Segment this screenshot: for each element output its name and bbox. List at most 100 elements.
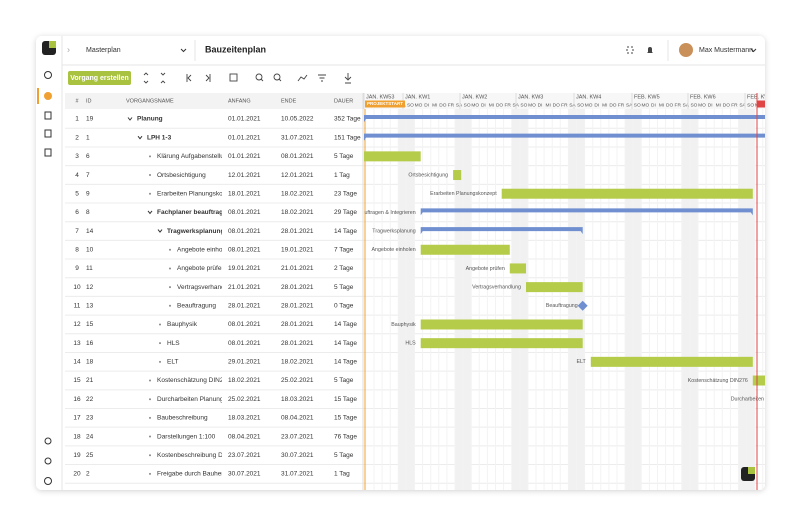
task-bar xyxy=(420,338,583,349)
row-id: 25 xyxy=(86,452,94,459)
start-date: 08.01.2021 xyxy=(228,228,261,235)
milestone xyxy=(577,300,588,311)
duration: 2 Tage xyxy=(334,265,354,272)
end-date: 18.02.2021 xyxy=(281,209,314,216)
table-header xyxy=(65,93,363,109)
task-name: Freigabe durch Bauherr xyxy=(157,471,226,478)
row-id: 22 xyxy=(86,396,94,403)
task-name: Beauftragung xyxy=(177,303,216,310)
task-bar xyxy=(453,170,462,181)
task-bar xyxy=(420,244,510,255)
bullet xyxy=(159,360,161,363)
project-select[interactable]: Masterplan xyxy=(86,47,121,54)
end-date: 18.02.2021 xyxy=(281,359,314,366)
user-name[interactable]: Max Mustermann xyxy=(699,47,753,54)
bar-label: Kostenschätzung DIN276 xyxy=(688,378,748,384)
bullet xyxy=(169,248,171,251)
duration: 14 Tage xyxy=(334,359,357,366)
end-date: 10.05.2022 xyxy=(281,116,314,123)
start-date: 30.07.2021 xyxy=(228,471,261,478)
collapse-caret[interactable] xyxy=(147,210,153,215)
week-label: JAN. KW4 xyxy=(576,94,601,100)
day-label: DI xyxy=(651,102,656,108)
day-label: SO xyxy=(577,102,584,108)
end-date: 21.01.2021 xyxy=(281,265,314,272)
row-id: 13 xyxy=(86,303,94,310)
row-id: 2 xyxy=(86,471,90,478)
week-label: FEB. KW6 xyxy=(690,94,716,100)
week-label: FEB. KW7 xyxy=(747,94,773,100)
day-label: FR xyxy=(731,102,738,108)
start-date: 19.01.2021 xyxy=(228,265,261,272)
bullet xyxy=(149,454,151,457)
collapse-caret[interactable] xyxy=(137,135,143,140)
weekend-shade xyxy=(681,109,690,490)
column-header: ANFANG xyxy=(228,98,251,104)
row-num: 8 xyxy=(75,246,79,253)
row-num: 9 xyxy=(75,265,79,272)
task-name: Klärung Aufgabenstellung xyxy=(157,153,231,160)
row-id: 1 xyxy=(86,134,90,141)
weekend-shade xyxy=(689,109,698,490)
end-date: 28.01.2021 xyxy=(281,340,314,347)
task-name: Bauphysik xyxy=(167,321,198,328)
chevron[interactable]: › xyxy=(67,44,70,54)
start-date: 08.04.2021 xyxy=(228,433,261,440)
user-caret[interactable] xyxy=(750,48,757,53)
task-name: LPH 1-3 xyxy=(147,134,172,141)
task-bar xyxy=(364,151,421,162)
avatar[interactable] xyxy=(679,43,693,57)
weekend-shade xyxy=(625,109,634,490)
row-id: 15 xyxy=(86,321,94,328)
day-label: DI xyxy=(424,102,429,108)
row-id: 21 xyxy=(86,377,94,384)
task-name: Tragwerksplanung xyxy=(167,228,224,235)
bullet xyxy=(149,398,151,401)
bar-label: Tragwerksplanung xyxy=(372,228,415,234)
day-label: SA xyxy=(683,102,690,108)
day-label: MI xyxy=(432,102,437,108)
fullscreen-icon[interactable] xyxy=(626,46,634,54)
row-num: 11 xyxy=(74,303,81,310)
end-date: 25.02.2021 xyxy=(281,377,314,384)
day-label: MI xyxy=(772,102,777,108)
day-label: MO xyxy=(641,102,649,108)
task-name: Baubeschreibung xyxy=(157,415,208,422)
create-button-label[interactable]: Vorgang erstellen xyxy=(70,75,129,82)
timeline-header xyxy=(363,93,765,109)
collapse-caret[interactable] xyxy=(127,117,133,121)
column-header: DAUER xyxy=(334,98,353,104)
bar-label: Vertragsverhandlung xyxy=(472,285,521,291)
task-bar xyxy=(509,263,526,274)
bar-label: Erarbeiten Planungskonzept xyxy=(430,191,497,197)
end-date: 28.01.2021 xyxy=(281,228,314,235)
bullet xyxy=(149,155,151,158)
toolbar-icons[interactable] xyxy=(143,72,352,84)
day-label: FR xyxy=(504,102,511,108)
day-label: DO xyxy=(496,102,503,108)
task-bar xyxy=(420,319,583,330)
view-title: Bauzeitenplan xyxy=(205,44,266,54)
corner-logo xyxy=(741,467,755,481)
start-date: 28.01.2021 xyxy=(228,303,261,310)
row-id: 19 xyxy=(86,116,94,123)
column-header: VORGANGSNAME xyxy=(126,98,174,104)
sidebar-icons[interactable] xyxy=(44,71,52,485)
row-id: 11 xyxy=(86,265,93,272)
day-label: SA xyxy=(739,102,746,108)
collapse-caret[interactable] xyxy=(157,229,163,233)
duration: 14 Tage xyxy=(334,321,357,328)
create-button[interactable] xyxy=(68,71,131,85)
start-date: 29.01.2021 xyxy=(228,359,261,366)
duration: 352 Tage xyxy=(334,116,361,123)
start-date: 01.01.2021 xyxy=(228,116,261,123)
task-name: Angebote einholen xyxy=(177,246,232,253)
bell-icon[interactable] xyxy=(647,47,653,53)
dropdown-caret[interactable] xyxy=(180,48,187,53)
duration: 5 Tage xyxy=(334,452,354,459)
end-date: 30.07.2021 xyxy=(281,452,314,459)
end-date: 12.01.2021 xyxy=(281,172,314,179)
bar-label: Angebote einholen xyxy=(372,247,416,253)
duration: 23 Tage xyxy=(334,190,357,197)
